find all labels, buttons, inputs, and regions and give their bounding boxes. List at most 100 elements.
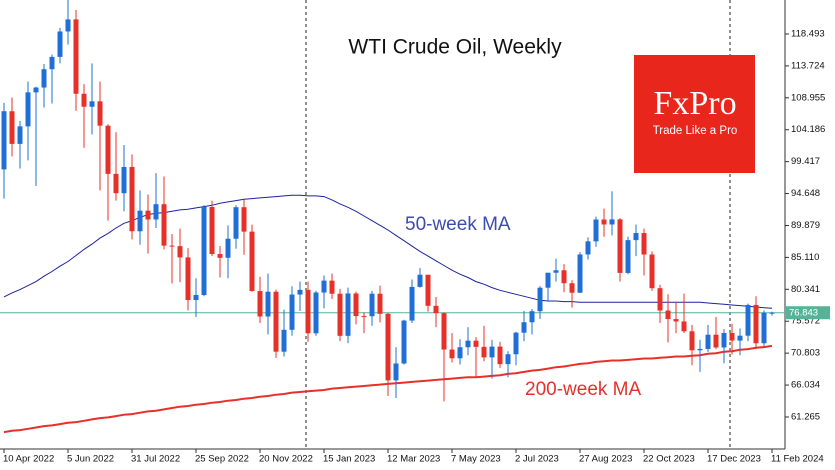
candle-body: [273, 291, 279, 352]
candle-body: [553, 270, 559, 273]
candle-body: [33, 87, 39, 93]
candle-body: [745, 304, 751, 336]
candle-body: [713, 334, 719, 348]
candle-body: [113, 173, 119, 194]
y-tick-label: 113.724: [791, 60, 825, 71]
candle-body: [209, 206, 215, 255]
plot-area: [0, 0, 785, 434]
y-tick-label: 104.186: [791, 124, 825, 135]
y-tick-label: 85.110: [791, 252, 819, 263]
candle-body: [193, 295, 199, 301]
candle-body: [233, 207, 239, 239]
candle-body: [657, 288, 663, 311]
x-tick-label: 2 Jul 2023: [515, 454, 559, 465]
candle-body: [313, 292, 319, 334]
x-tick-label: 10 Apr 2022: [3, 454, 54, 465]
candle-body: [257, 291, 263, 317]
candle-body: [641, 233, 647, 255]
candle-body: [393, 363, 399, 381]
candle-body: [529, 311, 535, 323]
candle-body: [129, 166, 135, 232]
ma-annotation: 200-week MA: [525, 379, 641, 400]
candle-body: [545, 272, 551, 288]
candle-body: [465, 340, 471, 348]
x-tick-label: 27 Aug 2023: [579, 454, 632, 465]
candle-body: [321, 280, 327, 293]
candle-body: [249, 231, 255, 292]
candle-body: [769, 312, 775, 314]
x-tick-label: 31 Jul 2022: [131, 454, 180, 465]
candle-body: [489, 346, 495, 358]
candle-body: [201, 206, 207, 296]
price-badge: [786, 306, 830, 320]
candle-body: [57, 31, 63, 57]
candle-body: [361, 316, 367, 318]
candle-body: [81, 93, 87, 107]
candle-body: [649, 254, 655, 289]
candle-body: [401, 320, 407, 364]
candle-body: [1, 111, 7, 170]
candle-body: [537, 287, 543, 312]
candle-body: [577, 254, 583, 293]
candle-body: [369, 293, 375, 317]
candle-body: [65, 19, 71, 32]
candle-body: [473, 340, 479, 347]
candle-body: [729, 333, 735, 341]
candle-body: [689, 331, 695, 351]
candle-body: [721, 333, 727, 348]
candle-body: [161, 204, 167, 246]
y-tick-label: 94.648: [791, 188, 820, 199]
x-tick-label: 5 Jun 2022: [67, 454, 114, 465]
candle-body: [265, 291, 271, 317]
candle-body: [177, 246, 183, 258]
y-tick-label: 99.417: [791, 156, 820, 167]
candle-body: [481, 346, 487, 358]
candle-body: [585, 241, 591, 255]
candle-body: [761, 312, 767, 344]
candle-body: [561, 270, 567, 284]
price-badge-label: 76.843: [789, 308, 818, 319]
candle-body: [609, 219, 615, 225]
candle-body: [425, 274, 431, 306]
candle-body: [681, 321, 687, 332]
candle-body: [593, 219, 599, 242]
candle-body: [617, 219, 623, 273]
candle-body: [457, 347, 463, 359]
candle-body: [673, 319, 679, 322]
candle-body: [385, 313, 391, 381]
y-tick-label: 80.341: [791, 284, 820, 295]
candle-body: [225, 238, 231, 258]
candle-body: [513, 332, 519, 355]
candle-body: [153, 204, 159, 220]
candle-body: [185, 257, 191, 301]
y-tick-label: 61.265: [791, 411, 820, 422]
logo-box: [634, 55, 755, 173]
candle-body: [137, 210, 143, 232]
candle-body: [41, 69, 47, 88]
candle-body: [737, 335, 743, 341]
candle-body: [105, 125, 111, 174]
candle-body: [601, 219, 607, 225]
candle-body: [625, 240, 631, 273]
candle-body: [697, 348, 703, 351]
x-tick-label: 25 Sep 2022: [195, 454, 249, 465]
x-tick-label: 17 Dec 2023: [707, 454, 761, 465]
x-tick-label: 20 Nov 2022: [259, 454, 313, 465]
y-tick-label: 70.803: [791, 348, 820, 359]
chart-title: WTI Crude Oil, Weekly: [348, 36, 562, 59]
candle-body: [505, 354, 511, 365]
candle-body: [521, 322, 527, 333]
y-tick-label: 75.572: [791, 316, 820, 327]
candle-body: [241, 207, 247, 232]
candle-body: [337, 293, 343, 336]
candle-body: [441, 313, 447, 350]
candle-body: [17, 126, 23, 144]
candle-body: [417, 274, 423, 287]
candle-body: [449, 349, 455, 359]
candle-body: [73, 19, 79, 94]
logo-name: FxPro: [653, 85, 736, 122]
candle-body: [569, 283, 575, 293]
candle-body: [49, 56, 55, 70]
x-tick-label: 15 Jan 2023: [323, 454, 375, 465]
